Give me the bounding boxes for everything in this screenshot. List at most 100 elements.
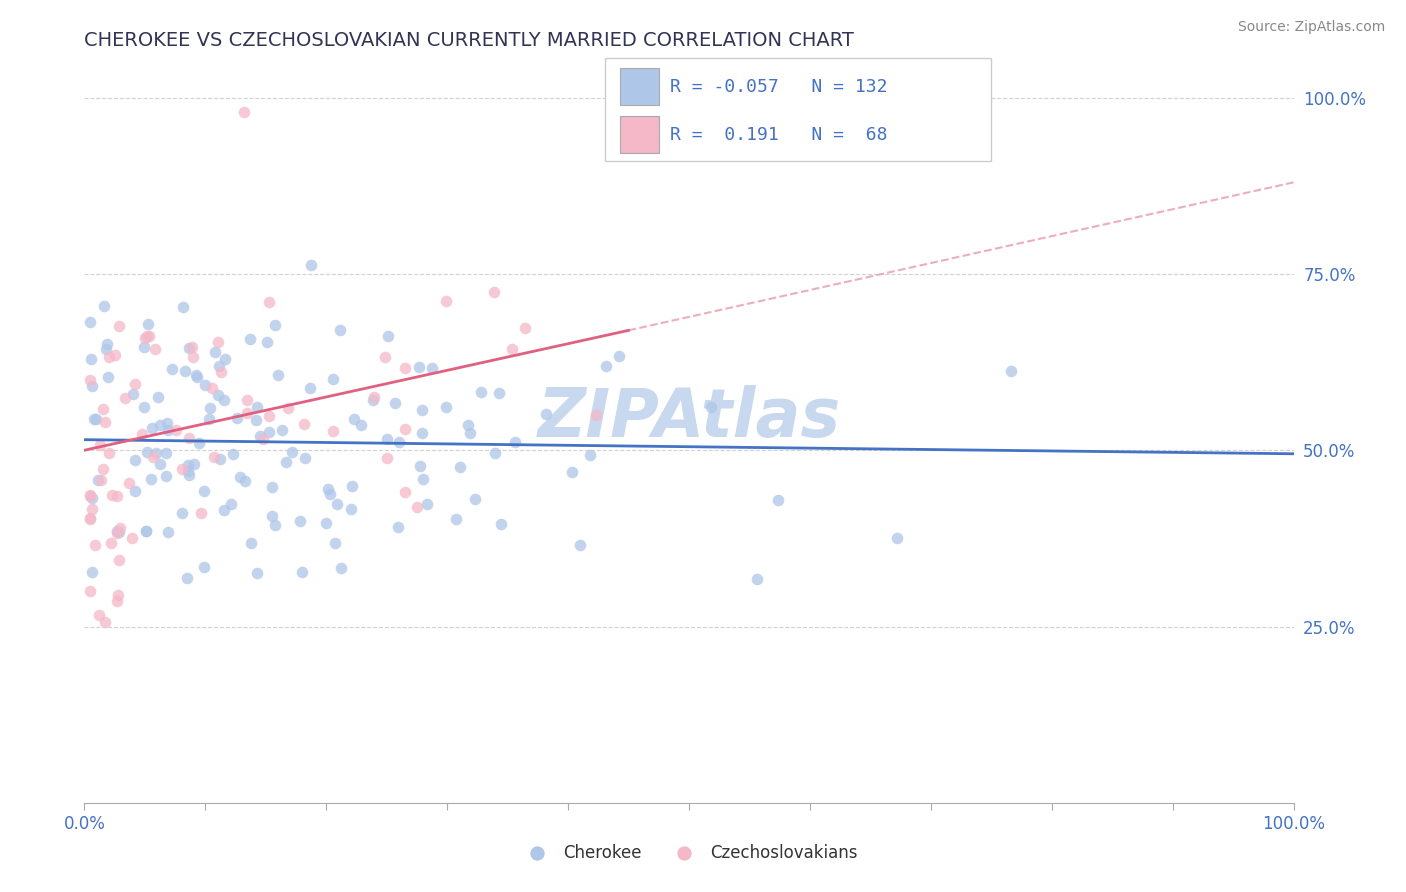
Point bbox=[377, 328, 399, 343]
Point bbox=[87, 473, 110, 487]
Point bbox=[484, 446, 506, 460]
Point bbox=[198, 412, 221, 426]
Point bbox=[91, 402, 114, 417]
Point bbox=[193, 484, 215, 499]
Point bbox=[342, 412, 364, 426]
Point bbox=[124, 453, 146, 467]
Point bbox=[411, 425, 433, 440]
Point bbox=[319, 487, 342, 501]
Point bbox=[387, 520, 409, 534]
Point bbox=[124, 376, 146, 391]
Point bbox=[700, 400, 723, 414]
Point bbox=[766, 493, 789, 508]
Point bbox=[412, 472, 434, 486]
Point bbox=[394, 421, 416, 435]
Point bbox=[101, 488, 124, 502]
Point bbox=[135, 524, 157, 538]
Point bbox=[299, 381, 322, 395]
Point bbox=[145, 446, 167, 460]
Point bbox=[363, 390, 385, 404]
Point bbox=[94, 415, 117, 429]
Point bbox=[569, 538, 592, 552]
Point bbox=[214, 351, 236, 366]
Point bbox=[561, 465, 583, 479]
Point bbox=[607, 349, 630, 363]
Point bbox=[89, 438, 111, 452]
Point bbox=[202, 450, 225, 464]
Point bbox=[108, 552, 131, 566]
Point bbox=[503, 434, 526, 449]
Point bbox=[82, 491, 104, 506]
Point bbox=[266, 368, 288, 383]
Point bbox=[316, 483, 339, 497]
Point bbox=[434, 400, 457, 414]
Point bbox=[181, 350, 204, 364]
Point bbox=[415, 497, 437, 511]
Point bbox=[138, 328, 160, 343]
Point bbox=[257, 425, 280, 439]
Point bbox=[264, 318, 287, 332]
Point bbox=[408, 360, 430, 375]
Point bbox=[745, 572, 768, 586]
Point bbox=[107, 588, 129, 602]
FancyBboxPatch shape bbox=[605, 58, 991, 161]
Point bbox=[80, 379, 103, 393]
Point bbox=[464, 492, 486, 507]
Point bbox=[105, 489, 128, 503]
Point bbox=[149, 417, 172, 432]
Point bbox=[186, 370, 208, 384]
Point bbox=[339, 502, 361, 516]
Point bbox=[141, 472, 163, 486]
Point bbox=[595, 359, 617, 374]
Point bbox=[107, 524, 129, 538]
Point bbox=[299, 258, 322, 272]
Point bbox=[236, 393, 259, 408]
Point bbox=[170, 506, 193, 520]
Point bbox=[1000, 364, 1022, 378]
Point bbox=[157, 423, 180, 437]
Point bbox=[405, 500, 427, 514]
Point bbox=[188, 435, 211, 450]
Point bbox=[176, 458, 198, 472]
Point bbox=[204, 345, 226, 359]
Point bbox=[271, 423, 294, 437]
Point bbox=[233, 104, 256, 119]
Point bbox=[420, 361, 443, 376]
Point bbox=[94, 615, 117, 630]
Point bbox=[176, 571, 198, 585]
Point bbox=[488, 386, 510, 401]
Point bbox=[409, 458, 432, 473]
Point bbox=[260, 508, 283, 523]
Point bbox=[136, 445, 159, 459]
Point bbox=[457, 418, 479, 433]
Point bbox=[257, 294, 280, 309]
Point bbox=[86, 412, 108, 426]
Point bbox=[340, 479, 363, 493]
Point bbox=[201, 381, 224, 395]
Point bbox=[329, 323, 352, 337]
Point bbox=[141, 421, 163, 435]
Point bbox=[135, 328, 157, 343]
Point bbox=[264, 517, 287, 532]
Point bbox=[513, 320, 536, 334]
Point bbox=[246, 400, 269, 414]
Point bbox=[90, 473, 112, 487]
Point bbox=[165, 423, 187, 437]
Point bbox=[276, 455, 298, 469]
Text: R = -0.057   N = 132: R = -0.057 N = 132 bbox=[671, 78, 887, 95]
Point bbox=[323, 536, 346, 550]
Point bbox=[79, 511, 101, 525]
Point bbox=[193, 559, 215, 574]
Point bbox=[155, 468, 177, 483]
Point bbox=[107, 319, 129, 334]
Point bbox=[87, 607, 110, 622]
Point bbox=[246, 566, 269, 581]
Point bbox=[80, 565, 103, 579]
Point bbox=[179, 431, 201, 445]
Point bbox=[491, 517, 513, 532]
Point bbox=[207, 334, 229, 349]
Point bbox=[434, 293, 457, 308]
Point bbox=[80, 502, 103, 516]
Point bbox=[134, 400, 156, 414]
Point bbox=[578, 448, 600, 462]
